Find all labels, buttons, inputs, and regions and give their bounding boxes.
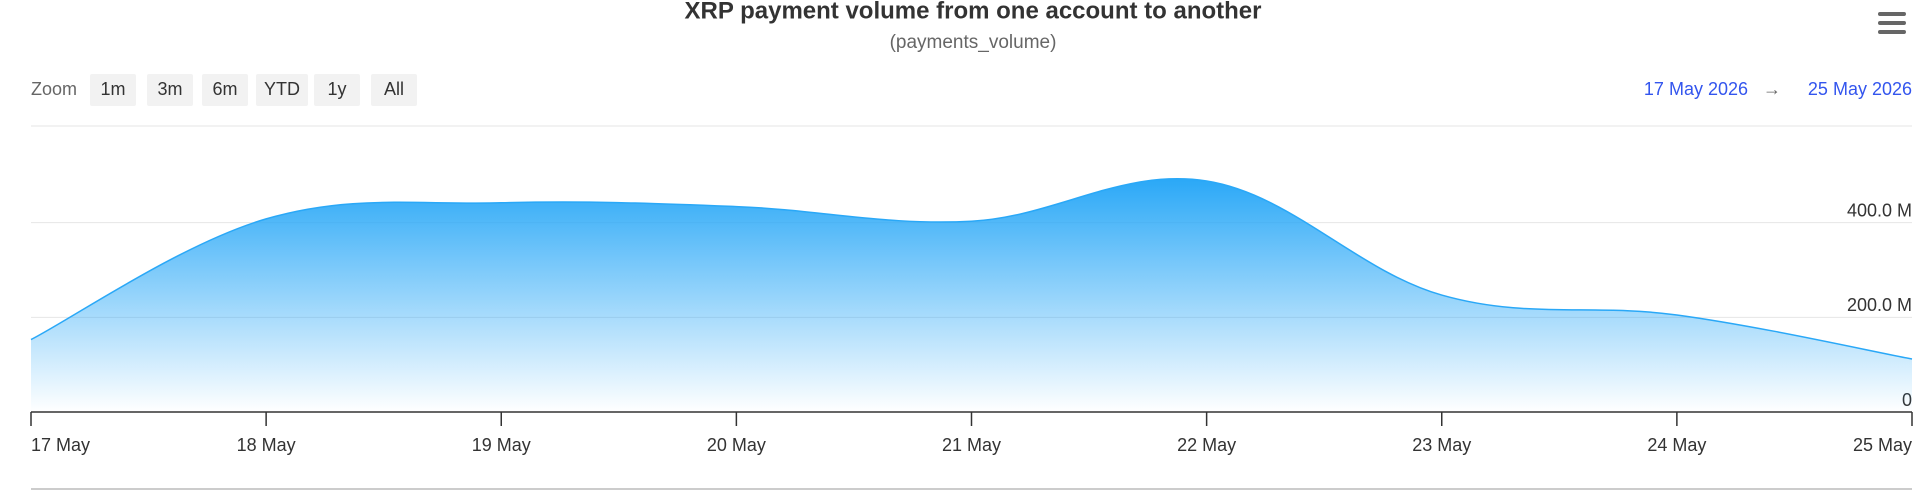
zoom-button[interactable] — [256, 74, 308, 106]
menu-bar — [1878, 21, 1906, 25]
x-tick-label: 25 May — [1853, 435, 1912, 455]
range-arrow: → — [1763, 79, 1781, 99]
y-tick-label: 200.0 M — [1847, 295, 1912, 315]
x-tick-label: 24 May — [1647, 435, 1706, 455]
area-line — [30, 177, 1913, 360]
zoom-button-label: 1y — [327, 79, 346, 99]
zoom-button-label: 1m — [100, 79, 125, 99]
chart-title: XRP payment volume from one account to a… — [685, 0, 1262, 24]
x-tick-label: 22 May — [1177, 435, 1236, 455]
x-tick-label: 17 May — [31, 435, 90, 455]
chart-subtitle: (payments_volume) — [890, 32, 1057, 53]
menu-button[interactable] — [1878, 12, 1906, 34]
menu-bar — [1878, 12, 1906, 16]
zoom-label: Zoom — [31, 79, 77, 99]
menu-bar — [1878, 30, 1906, 34]
y-tick-label: 400.0 M — [1847, 200, 1912, 220]
zoom-button-label: 6m — [212, 79, 237, 99]
x-tick-label: 23 May — [1412, 435, 1471, 455]
zoom-button-label: 3m — [157, 79, 182, 99]
zoom-button-label: YTD — [264, 79, 300, 99]
zoom-button[interactable] — [314, 74, 360, 106]
range-from[interactable]: 17 May 2026 — [1644, 79, 1748, 99]
range-to[interactable]: 25 May 2026 — [1808, 79, 1912, 99]
x-tick-label: 21 May — [942, 435, 1001, 455]
x-tick-label: 19 May — [472, 435, 531, 455]
area-fill — [31, 178, 1912, 412]
zoom-button[interactable] — [147, 74, 193, 106]
x-tick-label: 20 May — [707, 435, 766, 455]
x-tick-label: 18 May — [237, 435, 296, 455]
zoom-button[interactable] — [90, 74, 136, 106]
zoom-button[interactable] — [371, 74, 417, 106]
zoom-button-label: All — [384, 79, 404, 99]
zoom-button[interactable] — [202, 74, 248, 106]
